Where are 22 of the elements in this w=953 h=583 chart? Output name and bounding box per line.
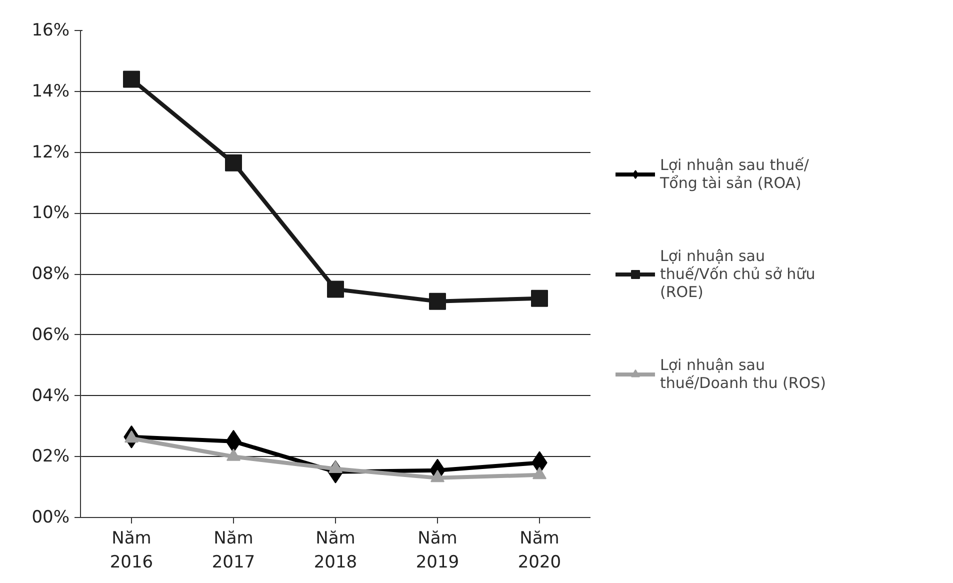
x-tick-label: Năm 2017 bbox=[212, 528, 256, 572]
y-tick-label: 04% bbox=[32, 386, 70, 406]
y-tick-label: 10% bbox=[32, 203, 70, 224]
legend-label: Lợi nhuận sau thuế/Vốn chủ sở hữu (ROE) bbox=[660, 246, 816, 302]
point bbox=[429, 292, 446, 310]
point bbox=[225, 154, 242, 172]
y-tick-label: 00% bbox=[32, 508, 70, 528]
y-tick-label: 08% bbox=[32, 264, 70, 284]
point bbox=[327, 280, 344, 298]
y-tick-label: 12% bbox=[32, 142, 70, 162]
point bbox=[123, 70, 140, 88]
legend-label: Lợi nhuận sau thuế/ Tổng tài sản (ROA) bbox=[660, 154, 809, 194]
x-tick-label: Năm 2016 bbox=[110, 528, 154, 572]
x-tick-label: Năm 2020 bbox=[518, 528, 562, 572]
y-tick-label: 02% bbox=[32, 446, 70, 467]
legend-label: Lợi nhuận sau thuế/Doanh thu (ROS) bbox=[660, 354, 826, 394]
y-tick-label: 16% bbox=[32, 20, 70, 40]
y-tick-label: 14% bbox=[32, 81, 70, 102]
y-tick-label: 06% bbox=[32, 324, 70, 345]
point bbox=[531, 290, 548, 307]
x-tick-label: Năm 2018 bbox=[314, 528, 358, 572]
x-tick-label: Năm 2019 bbox=[416, 528, 460, 572]
